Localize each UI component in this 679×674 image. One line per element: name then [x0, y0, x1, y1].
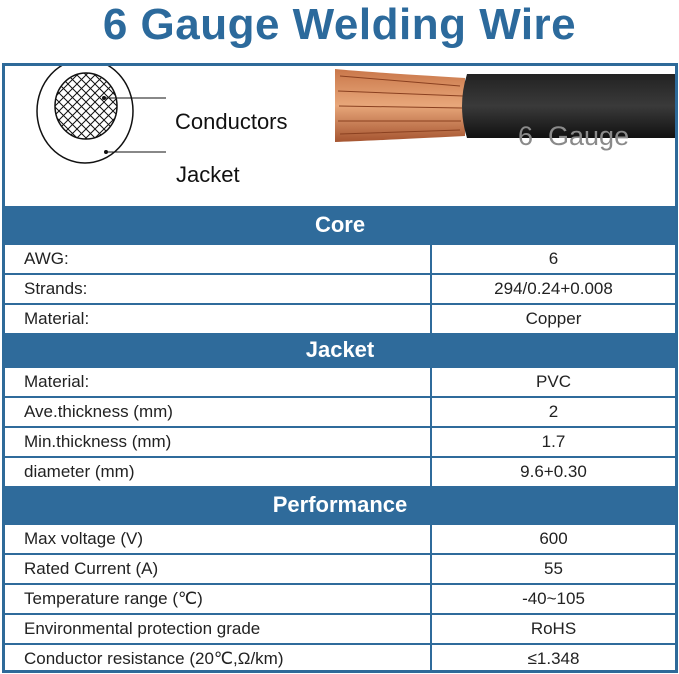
cable-cross-section-icon: [36, 66, 675, 164]
table-row: diameter (mm) 9.6+0.30: [5, 456, 675, 486]
table-row: Environmental protection grade RoHS: [5, 613, 675, 643]
spec-value: ≤1.348: [527, 649, 580, 668]
table-row: Ave.thickness (mm) 2: [5, 396, 675, 426]
table-row: Temperature range (℃) -40~105: [5, 583, 675, 613]
table-row: Strands: 294/0.24+0.008: [5, 273, 675, 303]
spec-value: 1.7: [541, 432, 566, 451]
spec-label: Ave.thickness (mm): [5, 398, 432, 426]
conductors-label: Conductors: [175, 109, 288, 134]
jacket-label: Jacket: [176, 162, 240, 187]
spec-value: 9.6+0.30: [520, 462, 587, 481]
spec-value: 6: [548, 249, 559, 268]
table-row: Min.thickness (mm) 1.7: [5, 426, 675, 456]
section-header-performance: Performance: [5, 486, 675, 523]
spec-value: -40~105: [522, 589, 585, 608]
spec-value: 2: [548, 402, 559, 421]
table-row: Material: PVC: [5, 366, 675, 396]
spec-card: Conductors Jacket 6 Gauge Core AWG: 6 Stran…: [2, 63, 678, 673]
spec-value: PVC: [536, 372, 571, 391]
spec-label: Conductor resistance (20℃,Ω/km): [5, 645, 432, 673]
spec-value: 55: [544, 559, 563, 578]
spec-label: Rated Current (A): [5, 555, 432, 583]
table-row: Conductor resistance (20℃,Ω/km) ≤1.348: [5, 643, 675, 673]
spec-label: Min.thickness (mm): [5, 428, 432, 456]
spec-label: diameter (mm): [5, 458, 432, 486]
table-row: AWG: 6: [5, 243, 675, 273]
page-title: 6 Gauge Welding Wire: [102, 0, 577, 49]
spec-label: Strands:: [5, 275, 432, 303]
spec-value: RoHS: [530, 619, 577, 638]
spec-value: Copper: [525, 309, 582, 328]
spec-label: Temperature range (℃): [5, 585, 432, 613]
spec-value: 294/0.24+0.008: [494, 279, 613, 298]
spec-value: 600: [539, 529, 568, 548]
spec-label: Material:: [5, 368, 432, 396]
spec-label: Max voltage (V): [5, 525, 432, 553]
table-row: Rated Current (A) 55: [5, 553, 675, 583]
cable-print-text: 6 Gauge: [518, 121, 630, 151]
spec-label: AWG:: [5, 245, 432, 273]
cable-illustration: Conductors Jacket 6 Gauge: [5, 66, 675, 206]
spec-label: Material:: [5, 305, 432, 333]
table-row: Material: Copper: [5, 303, 675, 333]
section-header-jacket: Jacket: [5, 333, 675, 366]
section-header-core: Core: [5, 206, 675, 243]
spec-label: Environmental protection grade: [5, 615, 432, 643]
table-row: Max voltage (V) 600: [5, 523, 675, 553]
